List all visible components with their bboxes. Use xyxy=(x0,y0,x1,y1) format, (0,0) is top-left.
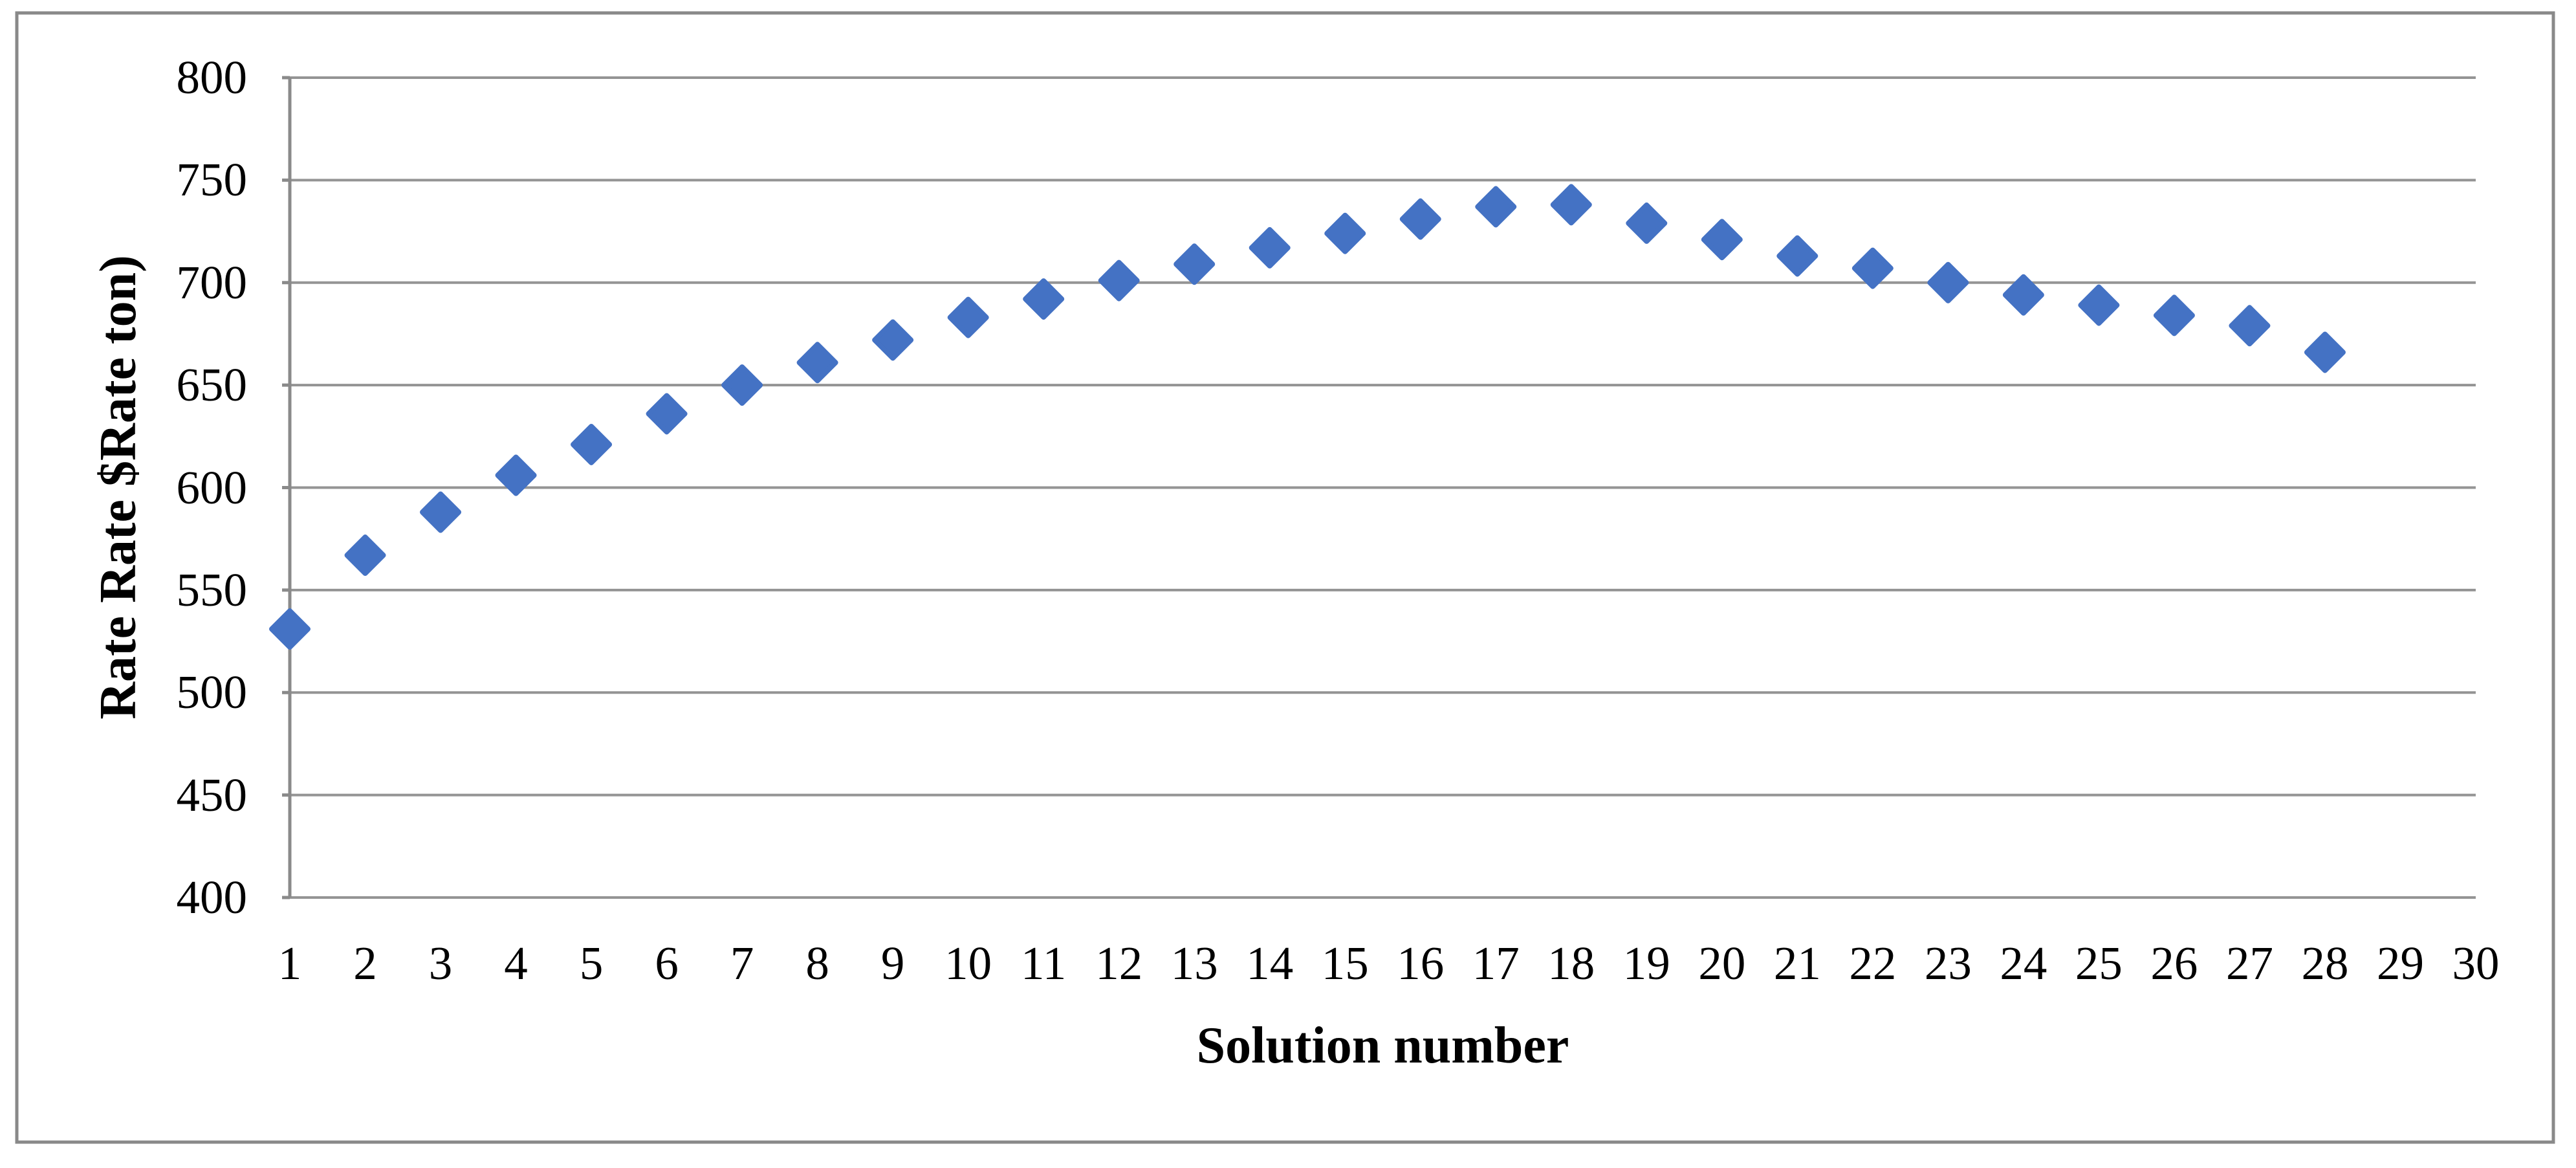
x-tick-label: 18 xyxy=(1547,937,1595,989)
data-point-marker xyxy=(2229,305,2271,347)
figure-border xyxy=(15,11,2555,1144)
x-tick-label: 3 xyxy=(428,937,453,989)
data-point-marker xyxy=(1173,243,1216,285)
x-tick-label: 11 xyxy=(1021,937,1067,989)
data-point-marker xyxy=(646,393,688,435)
data-point-marker xyxy=(1626,202,1668,244)
data-point-marker xyxy=(344,534,386,577)
x-tick-label: 9 xyxy=(880,937,905,989)
x-tick-label: 19 xyxy=(1622,937,1670,989)
data-point-marker xyxy=(269,608,311,650)
x-tick-label: 14 xyxy=(1246,937,1294,989)
data-point-marker xyxy=(1098,259,1140,302)
data-point-marker xyxy=(1851,247,1894,289)
data-point-marker xyxy=(1324,212,1366,254)
x-tick-label: 16 xyxy=(1397,937,1445,989)
x-tick-label: 28 xyxy=(2301,937,2349,989)
x-tick-label: 22 xyxy=(1849,937,1897,989)
x-tick-label: 6 xyxy=(655,937,679,989)
data-point-marker xyxy=(1701,219,1743,261)
data-point-marker xyxy=(947,296,989,338)
y-tick-label: 700 xyxy=(176,256,248,309)
y-tick-label: 600 xyxy=(176,461,248,514)
x-tick-label: 12 xyxy=(1095,937,1143,989)
x-tick-label: 7 xyxy=(730,937,754,989)
x-tick-label: 15 xyxy=(1321,937,1369,989)
x-tick-label: 27 xyxy=(2225,937,2273,989)
data-point-marker xyxy=(1927,261,1969,303)
data-point-marker xyxy=(1550,184,1592,226)
x-tick-label: 17 xyxy=(1472,937,1520,989)
x-tick-label: 8 xyxy=(805,937,829,989)
x-tick-label: 5 xyxy=(579,937,604,989)
data-point-marker xyxy=(571,423,613,465)
x-tick-label: 4 xyxy=(504,937,528,989)
y-tick-label: 550 xyxy=(176,563,248,616)
data-point-marker xyxy=(2078,284,2120,326)
data-point-marker xyxy=(796,342,838,384)
x-tick-label: 13 xyxy=(1170,937,1218,989)
y-tick-label: 750 xyxy=(176,153,248,206)
y-tick-label: 650 xyxy=(176,358,248,412)
data-point-marker xyxy=(2002,274,2044,316)
data-point-marker xyxy=(721,364,763,406)
data-point-marker xyxy=(2304,331,2346,373)
x-tick-label: 29 xyxy=(2376,937,2424,989)
y-tick-label: 450 xyxy=(176,768,248,821)
y-axis-title: Rate Rate $Rate ton) xyxy=(90,255,147,720)
data-point-marker xyxy=(1475,186,1517,228)
y-tick-label: 500 xyxy=(176,666,248,719)
x-tick-label: 23 xyxy=(1924,937,1972,989)
data-point-marker xyxy=(1776,235,1818,277)
x-tick-label: 2 xyxy=(353,937,377,989)
x-tick-label: 20 xyxy=(1698,937,1746,989)
data-point-marker xyxy=(1249,226,1291,269)
x-tick-label: 25 xyxy=(2075,937,2123,989)
data-point-marker xyxy=(420,491,462,533)
data-point-marker xyxy=(872,319,914,361)
x-tick-label: 1 xyxy=(278,937,302,989)
data-point-marker xyxy=(1399,198,1441,240)
x-tick-label: 26 xyxy=(2150,937,2198,989)
data-point-marker xyxy=(1023,278,1065,320)
y-tick-label: 400 xyxy=(176,871,248,923)
data-point-marker xyxy=(495,454,537,496)
x-tick-label: 30 xyxy=(2452,937,2500,989)
x-tick-label: 24 xyxy=(2000,937,2047,989)
x-axis-title: Solution number xyxy=(1196,1017,1569,1074)
data-point-marker xyxy=(2153,294,2195,336)
x-tick-label: 10 xyxy=(944,937,992,989)
x-tick-label: 21 xyxy=(1773,937,1821,989)
y-tick-label: 800 xyxy=(176,51,248,104)
